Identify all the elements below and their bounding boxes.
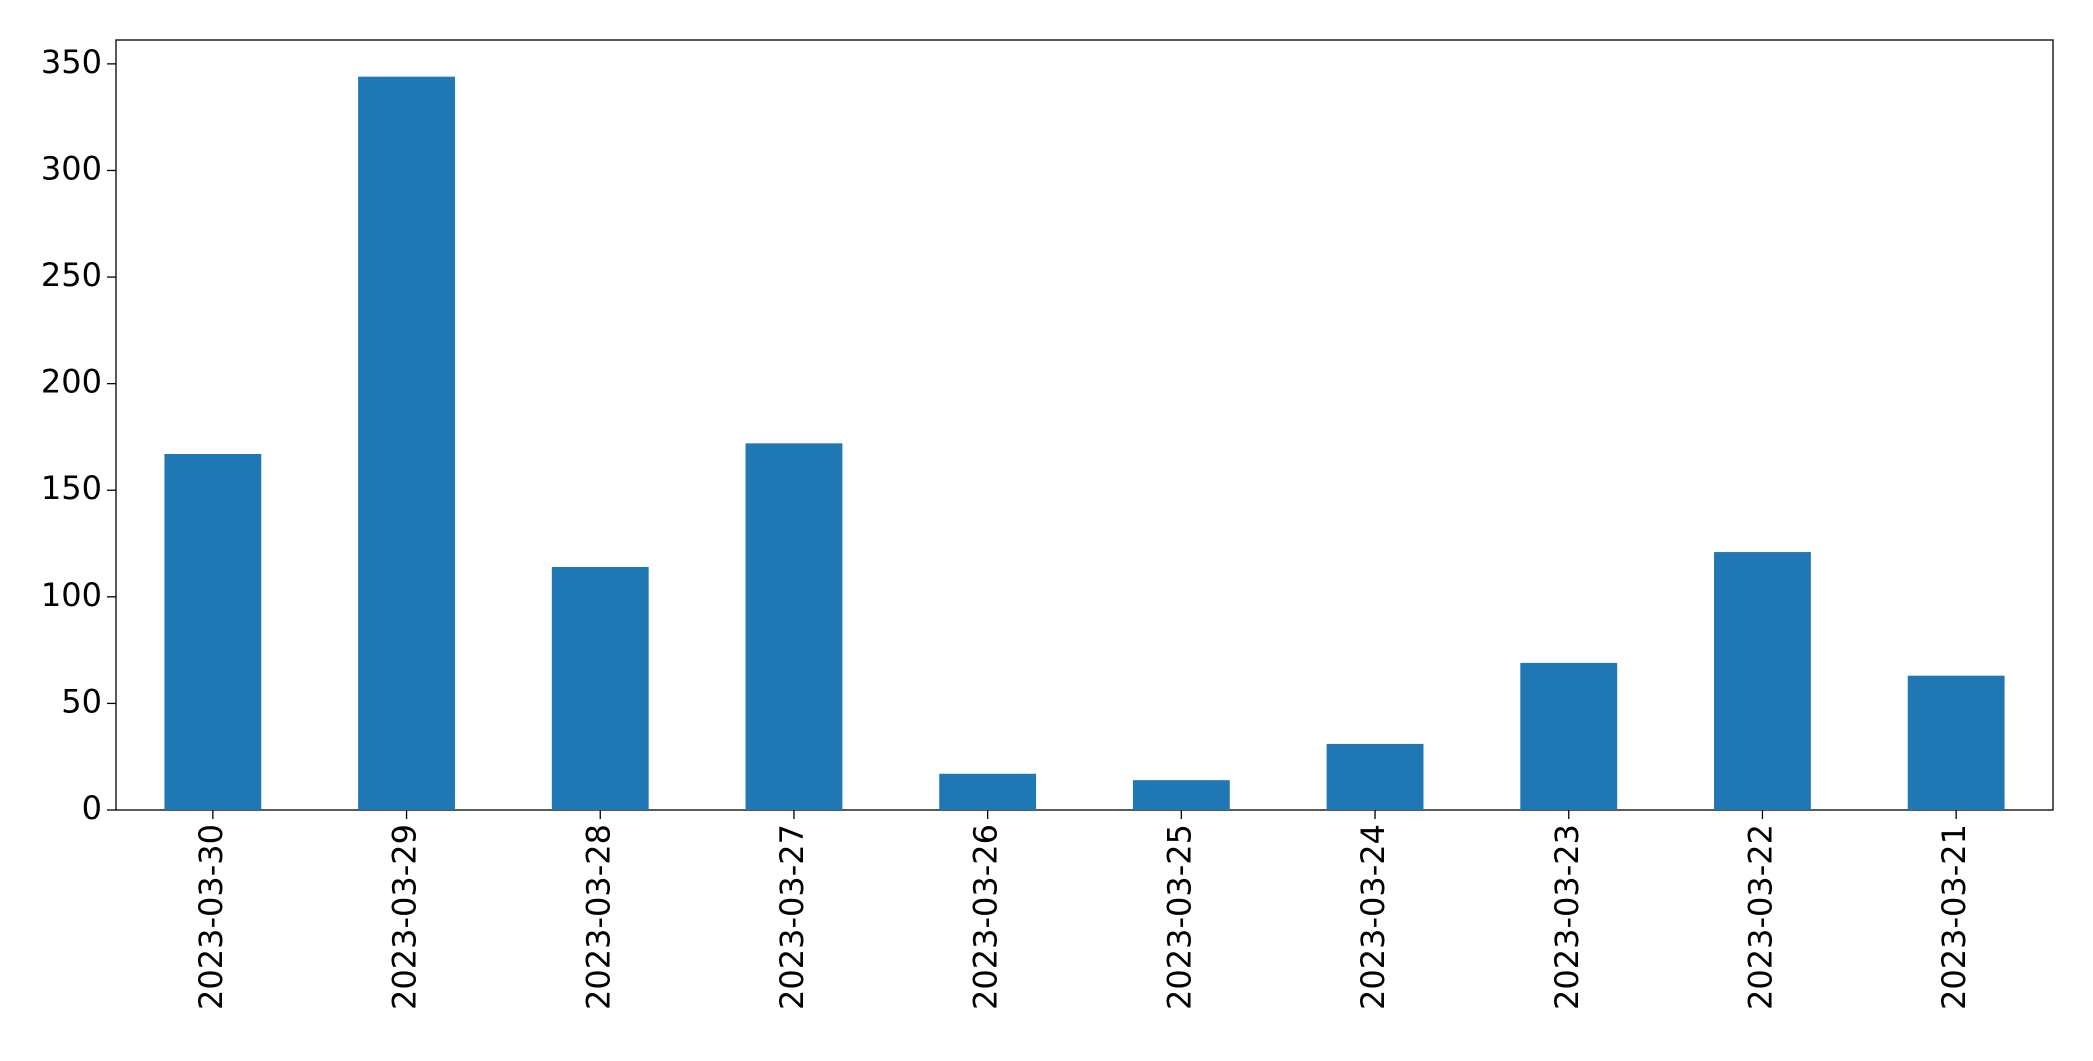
bar xyxy=(1326,743,1424,810)
x-tick-label: 2023-03-30 xyxy=(192,824,230,1010)
x-tick-label: 2023-03-29 xyxy=(386,824,424,1010)
bar xyxy=(1714,552,1811,810)
bar xyxy=(551,566,649,810)
bar xyxy=(1907,675,2005,810)
x-tick-label: 2023-03-27 xyxy=(773,824,811,1010)
x-tick-label: 2023-03-23 xyxy=(1548,824,1586,1010)
y-tick-label: 50 xyxy=(61,682,102,720)
x-tick-label: 2023-03-21 xyxy=(1935,824,1973,1010)
x-tick-label: 2023-03-24 xyxy=(1354,824,1392,1010)
y-tick-label: 250 xyxy=(41,256,102,294)
y-tick-label: 200 xyxy=(41,363,102,401)
y-tick-label: 150 xyxy=(41,469,102,507)
bar xyxy=(164,453,262,810)
bar xyxy=(1520,662,1618,810)
x-tick-label: 2023-03-22 xyxy=(1741,824,1779,1010)
y-tick-label: 350 xyxy=(41,43,102,81)
x-tick-label: 2023-03-25 xyxy=(1160,824,1198,1010)
y-tick-label: 300 xyxy=(41,149,102,187)
bar xyxy=(1132,780,1230,810)
bar xyxy=(939,773,1037,810)
x-tick-label: 2023-03-26 xyxy=(967,824,1005,1010)
plot-frame xyxy=(115,39,2054,811)
bar xyxy=(358,76,455,810)
y-tick-label: 100 xyxy=(41,576,102,614)
bar xyxy=(745,443,843,810)
y-tick-label: 0 xyxy=(82,789,102,827)
x-tick-label: 2023-03-28 xyxy=(579,824,617,1010)
